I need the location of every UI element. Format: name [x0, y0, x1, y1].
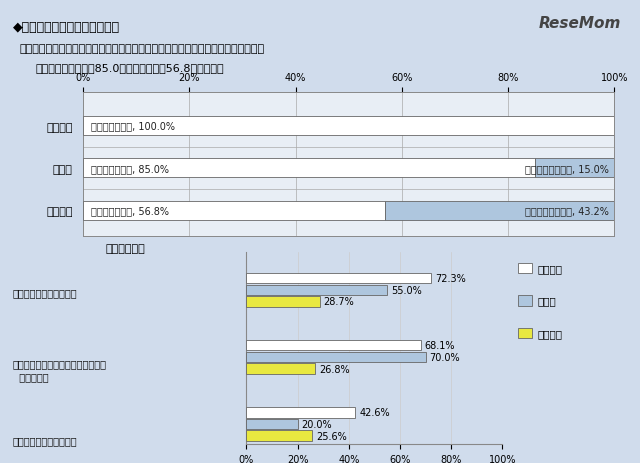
Text: 70.0%: 70.0% — [429, 352, 460, 362]
Text: ・顧問の複数配置の促進: ・顧問の複数配置の促進 — [13, 435, 77, 445]
Bar — [246, 297, 320, 307]
Bar — [246, 363, 315, 374]
Text: 特別な措置: 特別な措置 — [13, 371, 49, 381]
Bar — [83, 201, 385, 220]
Bar — [83, 117, 614, 136]
Text: 20.0%: 20.0% — [301, 419, 332, 429]
Bar — [246, 273, 431, 284]
Text: 市区町村: 市区町村 — [538, 328, 563, 338]
Text: ・外部指導者の活用の拡大のための: ・外部指導者の活用の拡大のための — [13, 358, 107, 368]
Text: 都道府県: 都道府県 — [538, 263, 563, 274]
Text: １００％，政令市は85.0％，市区町村は56.8％である。: １００％，政令市は85.0％，市区町村は56.8％である。 — [35, 63, 224, 73]
Text: 26.8%: 26.8% — [319, 364, 349, 374]
Text: 取り組んでいない, 15.0%: 取り組んでいない, 15.0% — [525, 163, 609, 174]
Text: 55.0%: 55.0% — [391, 285, 422, 295]
Bar — [246, 340, 420, 351]
Text: 取り組んでいる, 85.0%: 取り組んでいる, 85.0% — [91, 163, 169, 174]
Bar — [246, 352, 426, 363]
Text: 42.6%: 42.6% — [359, 407, 390, 418]
Bar — [83, 159, 534, 178]
Text: ・所管の学校に対して，運動部活動指導の工夫・改善に取り組んでいる都道府県は: ・所管の学校に対して，運動部活動指導の工夫・改善に取り組んでいる都道府県は — [19, 44, 264, 54]
Bar — [246, 285, 387, 295]
Text: ReseMom: ReseMom — [538, 16, 621, 31]
Text: 25.6%: 25.6% — [316, 431, 346, 441]
Text: 28.7%: 28.7% — [324, 297, 355, 307]
Text: （主な内容）: （主な内容） — [106, 243, 145, 253]
Text: 72.3%: 72.3% — [435, 274, 466, 283]
Bar — [385, 201, 614, 220]
Bar — [246, 431, 312, 441]
Text: 取り組んでいる, 56.8%: 取り組んでいる, 56.8% — [91, 206, 169, 216]
Bar — [246, 407, 355, 418]
Text: 68.1%: 68.1% — [424, 340, 455, 350]
Bar — [534, 159, 614, 178]
Text: ・休養日等の基準を設定: ・休養日等の基準を設定 — [13, 288, 77, 298]
Bar — [246, 419, 298, 429]
Text: ◆運動部活動指導の工夫・改善: ◆運動部活動指導の工夫・改善 — [13, 21, 120, 34]
Text: 取り組んでいる, 100.0%: 取り組んでいる, 100.0% — [91, 121, 175, 131]
Text: 取り組んでいない, 43.2%: 取り組んでいない, 43.2% — [525, 206, 609, 216]
Text: 政令市: 政令市 — [538, 296, 556, 306]
